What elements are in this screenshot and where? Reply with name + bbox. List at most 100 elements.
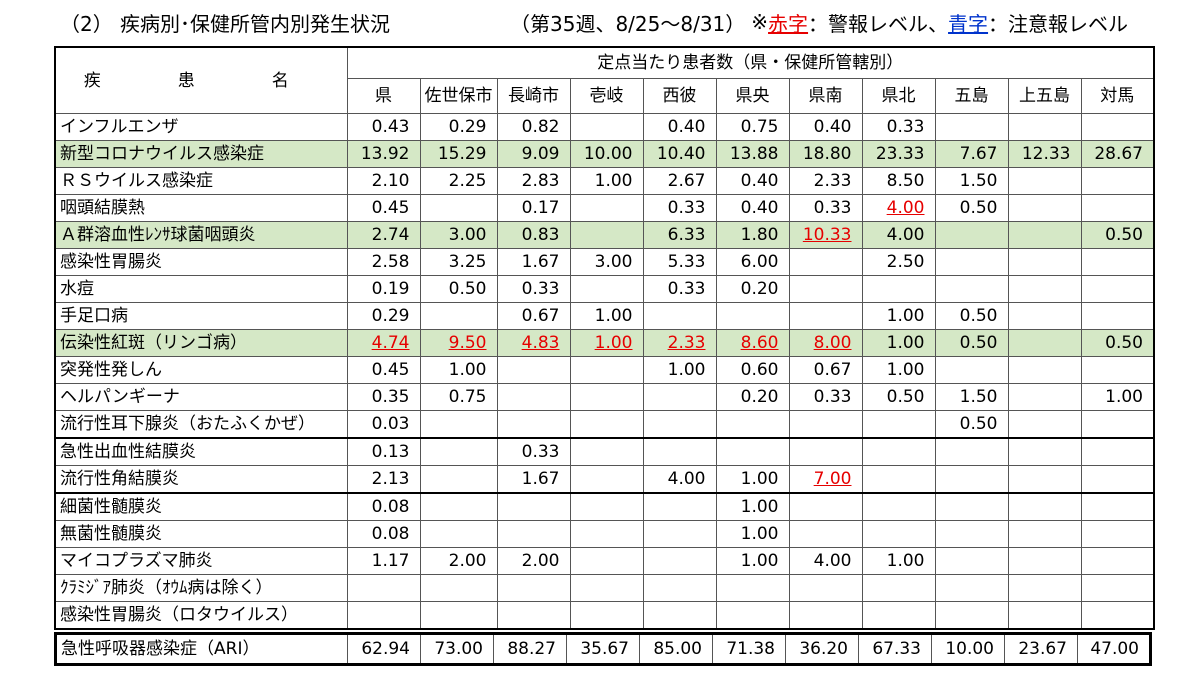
value-cell: [569, 547, 644, 575]
table-row: 新型コロナウイルス感染症 13.92 15.29 9.09 10.00 10.40 13.8…: [54, 140, 1155, 168]
value-cell: 0.03: [346, 410, 421, 439]
group-header: 定点当たり患者数（県・保健所管轄別）: [346, 46, 1155, 79]
value-cell: 0.83: [496, 221, 571, 249]
value-cell: 2.00: [496, 547, 571, 575]
value-cell: 0.50: [934, 329, 1009, 357]
value-cell: 13.92: [346, 140, 421, 168]
value-cell: 0.50: [1080, 329, 1155, 357]
value-cell: 1.00: [715, 465, 790, 494]
disease-name: 流行性耳下腺炎（おたふくかぜ）: [54, 410, 348, 439]
value-cell: [934, 492, 1009, 521]
column-header: 対馬: [1080, 78, 1155, 114]
value-cell: [642, 574, 717, 602]
value-cell: [496, 356, 571, 384]
value-cell: [419, 194, 498, 222]
value-cell: [788, 275, 863, 303]
table-row: 伝染性紅斑（リンゴ病） 4.74 9.50 4.83 1.00 2.33 8.60 8.00 1…: [54, 329, 1155, 357]
value-cell: 1.80: [715, 221, 790, 249]
value-cell: 0.13: [346, 437, 421, 466]
value-cell: [1007, 167, 1082, 195]
column-header: 上五島: [1007, 78, 1082, 114]
value-cell: [861, 574, 936, 602]
ari-value-cell: 47.00: [1077, 633, 1151, 665]
value-cell: [496, 410, 571, 439]
note-prefix: ※: [751, 10, 769, 34]
value-cell: [788, 248, 863, 276]
value-cell: 0.50: [419, 275, 498, 303]
value-cell: [934, 248, 1009, 276]
disease-name: 伝染性紅斑（リンゴ病）: [54, 329, 348, 357]
disease-name: 水痘: [54, 275, 348, 303]
value-cell: [788, 492, 863, 521]
value-cell: 2.67: [642, 167, 717, 195]
value-cell: [419, 410, 498, 439]
ari-value-cell: 36.20: [785, 633, 859, 665]
value-cell: [1007, 547, 1082, 575]
value-cell: 0.33: [861, 113, 936, 141]
ari-value-cell: 67.33: [858, 633, 932, 665]
value-cell: 0.33: [496, 437, 571, 466]
value-cell: 9.50: [419, 329, 498, 357]
value-cell: [1080, 520, 1155, 548]
value-cell: 1.67: [496, 465, 571, 494]
value-cell: [861, 275, 936, 303]
value-cell: [861, 601, 936, 630]
value-cell: 7.67: [934, 140, 1009, 168]
value-cell: 0.33: [788, 383, 863, 411]
value-cell: 1.00: [569, 167, 644, 195]
disease-name: ＲＳウイルス感染症: [54, 167, 348, 195]
value-cell: [1080, 194, 1155, 222]
value-cell: 1.00: [715, 547, 790, 575]
value-cell: [1080, 356, 1155, 384]
value-cell: 0.43: [346, 113, 421, 141]
value-cell: 0.40: [788, 113, 863, 141]
value-cell: [1080, 601, 1155, 630]
value-cell: [496, 574, 571, 602]
table-row: 流行性耳下腺炎（おたふくかぜ） 0.03 0.50: [54, 410, 1155, 439]
disease-name: 流行性角結膜炎: [54, 465, 348, 494]
value-cell: [934, 275, 1009, 303]
value-cell: 1.00: [1080, 383, 1155, 411]
value-cell: [496, 383, 571, 411]
disease-name: ｸﾗﾐｼﾞｱ肺炎（ｵｳﾑ病は除く）: [54, 574, 348, 602]
value-cell: [1007, 356, 1082, 384]
value-cell: 0.50: [934, 194, 1009, 222]
value-cell: [1080, 492, 1155, 521]
value-cell: 18.80: [788, 140, 863, 168]
disease-name: マイコプラズマ肺炎: [54, 547, 348, 575]
value-cell: [934, 601, 1009, 630]
value-cell: 0.50: [1080, 221, 1155, 249]
value-cell: [1007, 465, 1082, 494]
ari-value-cell: 73.00: [420, 633, 494, 665]
value-cell: [346, 601, 421, 630]
value-cell: [569, 113, 644, 141]
table-body: インフルエンザ 0.43 0.29 0.82 0.40 0.75 0.40 0.33 新型コロナ…: [54, 113, 1155, 630]
value-cell: [1007, 194, 1082, 222]
ari-table: 急性呼吸器感染症（ARI） 62.94 73.00 88.27 35.67 85.00 7…: [54, 632, 1152, 666]
value-cell: 0.45: [346, 194, 421, 222]
value-cell: 0.50: [861, 383, 936, 411]
table-row: 感染性胃腸炎（ロタウイルス）: [54, 601, 1155, 630]
value-cell: 0.08: [346, 492, 421, 521]
value-cell: 0.33: [642, 194, 717, 222]
value-cell: [715, 437, 790, 466]
value-cell: [934, 520, 1009, 548]
value-cell: 4.00: [642, 465, 717, 494]
value-cell: [1080, 302, 1155, 330]
value-cell: [788, 520, 863, 548]
value-cell: [861, 437, 936, 466]
value-cell: 4.00: [788, 547, 863, 575]
value-cell: 0.08: [346, 520, 421, 548]
table-row: 感染性胃腸炎 2.58 3.25 1.67 3.00 5.33 6.00 2.50: [54, 248, 1155, 276]
value-cell: 3.25: [419, 248, 498, 276]
table-row: 流行性角結膜炎 2.13 1.67 4.00 1.00 7.00: [54, 465, 1155, 494]
value-cell: [1007, 221, 1082, 249]
table-row: ＲＳウイルス感染症 2.10 2.25 2.83 1.00 2.67 0.40 2.33 8.5…: [54, 167, 1155, 195]
value-cell: 13.88: [715, 140, 790, 168]
value-cell: [715, 410, 790, 439]
value-cell: [1007, 601, 1082, 630]
value-cell: [1007, 492, 1082, 521]
value-cell: [1007, 574, 1082, 602]
value-cell: 2.33: [642, 329, 717, 357]
value-cell: 2.33: [788, 167, 863, 195]
